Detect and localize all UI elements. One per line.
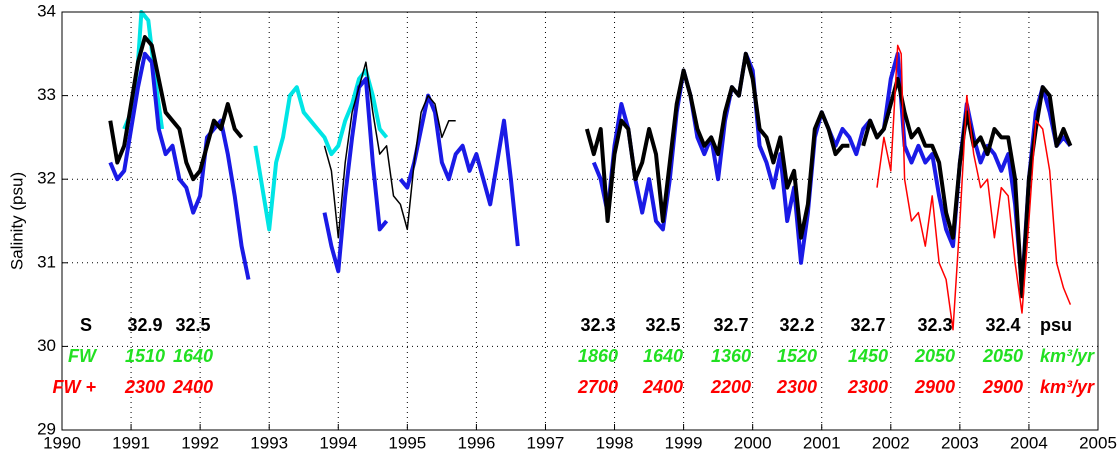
annotation-value: 32.3 [580, 315, 615, 335]
x-tick-label: 1993 [250, 433, 288, 452]
annotation-value: 1360 [711, 346, 751, 366]
y-tick-label: 34 [37, 1, 56, 20]
x-tick-label: 2002 [872, 433, 910, 452]
annotation-label: FW [68, 346, 98, 366]
x-tick-label: 1997 [527, 433, 565, 452]
annotation-value: 1640 [643, 346, 683, 366]
annotation-value: 2200 [710, 377, 751, 397]
annotation-value: 2300 [124, 377, 165, 397]
salinity-line [122, 10, 389, 232]
annotation-value: 2050 [914, 346, 955, 366]
x-tick-label: 1991 [112, 433, 150, 452]
annotation-value: 32.5 [175, 315, 210, 335]
annotation-value: 32.5 [645, 315, 680, 335]
plot-frame [61, 11, 1099, 431]
annotation-value: 32.7 [713, 315, 748, 335]
annotation-value: 1450 [848, 346, 888, 366]
annotation-value: 1510 [125, 346, 165, 366]
annotation-unit: km³/yr [1040, 346, 1095, 366]
annotation-value: 2300 [847, 377, 888, 397]
annotation-value: 32.7 [850, 315, 885, 335]
annotation-value: 2300 [776, 377, 817, 397]
annotation-value: 32.9 [127, 315, 162, 335]
salinity-line [876, 44, 1072, 331]
annotation-unit: psu [1040, 315, 1072, 335]
annotation-value: 2400 [642, 377, 683, 397]
x-tick-label: 2001 [803, 433, 841, 452]
x-tick-label: 1994 [319, 433, 357, 452]
annotation-value: 1640 [173, 346, 213, 366]
annotation-value: 2700 [577, 377, 618, 397]
salinity-line [108, 35, 1073, 299]
annotation-value: 32.2 [779, 315, 814, 335]
annotation-value: 32.3 [917, 315, 952, 335]
x-tick-label: 2004 [1010, 433, 1048, 452]
y-axis-label: Salinity (psu) [7, 172, 26, 270]
annotation-value: 32.4 [985, 315, 1020, 335]
annotation-unit: km³/yr [1040, 377, 1095, 397]
y-tick-label: 33 [37, 85, 56, 104]
annotation-value: 2050 [982, 346, 1023, 366]
annotation-value: 2400 [172, 377, 213, 397]
annotation-value: 1520 [777, 346, 817, 366]
x-tick-label: 1992 [181, 433, 219, 452]
x-tick-label: 2003 [941, 433, 979, 452]
salinity-line [108, 51, 1072, 290]
annotation-label: FW + [53, 377, 97, 397]
annotation-value: 2900 [914, 377, 955, 397]
x-tick-label: 2005 [1079, 433, 1117, 452]
x-tick-label: 1990 [43, 433, 81, 452]
x-tick-label: 1998 [596, 433, 634, 452]
annotation-value: 2900 [982, 377, 1023, 397]
x-tick-label: 1996 [457, 433, 495, 452]
x-tick-label: 1995 [388, 433, 426, 452]
y-tick-label: 29 [37, 419, 56, 438]
x-tick-label: 1999 [665, 433, 703, 452]
y-tick-label: 32 [37, 169, 56, 188]
annotation-value: 1860 [578, 346, 618, 366]
annotation-label: S [80, 315, 92, 335]
y-tick-label: 30 [37, 336, 56, 355]
x-tick-label: 2000 [734, 433, 772, 452]
y-tick-label: 31 [37, 252, 56, 271]
salinity-line [323, 61, 456, 239]
